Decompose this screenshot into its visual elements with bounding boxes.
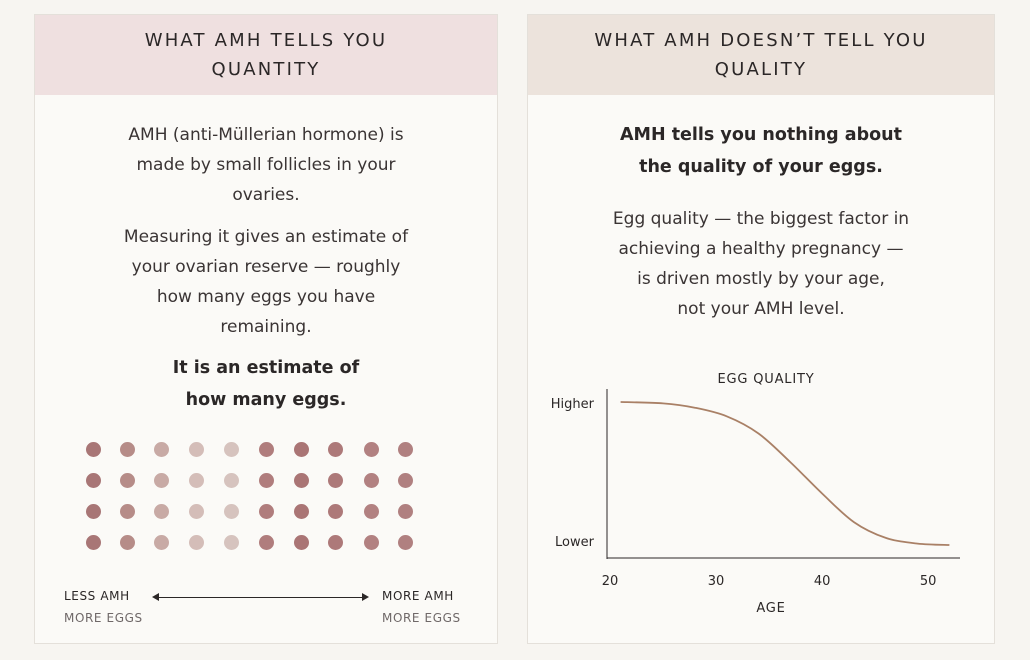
egg-dot (188, 503, 204, 519)
more-amh-label: MORE AMH (382, 589, 454, 603)
text-line: Measuring it gives an estimate of (123, 227, 409, 247)
text-line: not your AMH level. (677, 299, 845, 319)
egg-dot (85, 534, 101, 550)
egg-dot (85, 472, 101, 488)
egg-dot (258, 534, 274, 550)
x-tick-label: 40 (814, 574, 831, 589)
egg-quality-line (620, 401, 950, 546)
egg-dot (153, 534, 169, 550)
egg-dot (188, 472, 204, 488)
egg-dot (223, 503, 239, 519)
egg-quality-text: Egg quality — the biggest factor in achi… (528, 204, 994, 324)
x-tick-labels: 20 30 40 50 (602, 574, 937, 589)
text-line: how many eggs. (185, 390, 347, 410)
quality-card: WHAT AMH DOESN’T TELL YOU QUALITY AMH te… (527, 14, 995, 644)
egg-dot (223, 534, 239, 550)
arrow-right-icon (362, 593, 369, 601)
egg-dot (397, 441, 413, 457)
egg-dot (293, 503, 309, 519)
egg-dot (397, 503, 413, 519)
egg-dot (293, 441, 309, 457)
y-tick-label-higher: Higher (551, 397, 595, 412)
text-line: the quality of your eggs. (639, 157, 883, 177)
egg-dot (188, 534, 204, 550)
egg-dot (363, 534, 379, 550)
egg-dot (188, 441, 204, 457)
egg-dot (153, 472, 169, 488)
egg-dot (327, 534, 343, 550)
x-axis-label: AGE (756, 601, 785, 616)
text-line: remaining. (220, 317, 312, 337)
egg-dot (327, 472, 343, 488)
scale-arrow-line (157, 597, 363, 598)
header-title: WHAT AMH TELLS YOU (144, 30, 388, 51)
quality-card-header: WHAT AMH DOESN’T TELL YOU QUALITY (528, 15, 994, 95)
ovarian-reserve-text: Measuring it gives an estimate of your o… (35, 222, 497, 342)
x-tick-label: 50 (920, 574, 937, 589)
egg-dot (258, 472, 274, 488)
egg-dot (223, 472, 239, 488)
egg-dot (85, 441, 101, 457)
egg-dot (119, 441, 135, 457)
more-amh-sublabel: MORE EGGS (382, 611, 461, 625)
quality-emphasis: AMH tells you nothing about the quality … (528, 119, 994, 183)
amh-definition-text: AMH (anti-Müllerian hormone) is made by … (35, 120, 497, 210)
egg-dot (258, 503, 274, 519)
egg-dot (119, 503, 135, 519)
egg-dot (258, 441, 274, 457)
text-line: achieving a healthy pregnancy — (618, 239, 904, 259)
egg-dot (363, 503, 379, 519)
arrow-left-icon (152, 593, 159, 601)
header-subtitle: QUANTITY (211, 59, 321, 80)
quantity-card-header: WHAT AMH TELLS YOU QUANTITY (35, 15, 497, 95)
y-tick-label-lower: Lower (555, 535, 595, 550)
egg-quality-chart: EGG QUALITY Higher Lower 20 30 40 50 AGE (551, 372, 960, 616)
chart-title: EGG QUALITY (718, 372, 815, 387)
header-title: WHAT AMH DOESN’T TELL YOU (594, 30, 928, 51)
egg-dot (119, 534, 135, 550)
text-line: your ovarian reserve — roughly (131, 257, 401, 277)
egg-dot (363, 472, 379, 488)
egg-dot (327, 503, 343, 519)
egg-dot (293, 534, 309, 550)
egg-dot (397, 534, 413, 550)
text-line: made by small follicles in your (136, 155, 396, 175)
egg-dot (119, 472, 135, 488)
egg-dot (327, 441, 343, 457)
quantity-card: WHAT AMH TELLS YOU QUANTITY AMH (anti-Mü… (34, 14, 498, 644)
egg-dot (223, 441, 239, 457)
less-amh-sublabel: MORE EGGS (64, 611, 143, 625)
text-line: how many eggs you have (156, 287, 376, 307)
header-subtitle: QUALITY (714, 59, 808, 80)
egg-dot (153, 441, 169, 457)
egg-dot (293, 472, 309, 488)
text-line: AMH (anti-Müllerian hormone) is (128, 125, 404, 145)
egg-dot (153, 503, 169, 519)
text-line: Egg quality — the biggest factor in (612, 209, 910, 229)
text-line: ovaries. (232, 185, 300, 205)
egg-dot (397, 472, 413, 488)
x-tick-label: 30 (708, 574, 725, 589)
text-line: is driven mostly by your age, (637, 269, 885, 289)
text-line: It is an estimate of (172, 358, 360, 378)
x-tick-label: 20 (602, 574, 619, 589)
less-amh-label: LESS AMH (64, 589, 130, 603)
egg-dot (85, 503, 101, 519)
text-line: AMH tells you nothing about (620, 125, 902, 145)
egg-dot (363, 441, 379, 457)
quantity-emphasis: It is an estimate of how many eggs. (35, 352, 497, 416)
